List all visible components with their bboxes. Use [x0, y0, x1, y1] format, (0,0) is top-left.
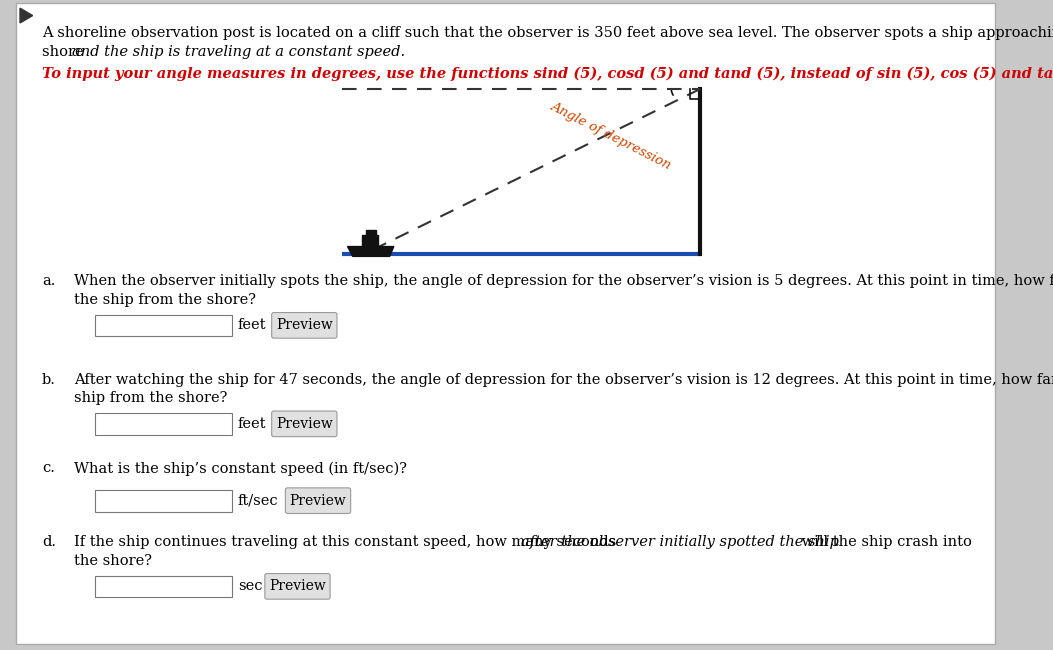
Polygon shape	[20, 8, 33, 23]
FancyBboxPatch shape	[95, 413, 232, 435]
Text: and the ship is traveling at a constant speed.: and the ship is traveling at a constant …	[72, 45, 404, 58]
FancyBboxPatch shape	[95, 575, 232, 597]
Text: Preview: Preview	[270, 579, 325, 593]
FancyBboxPatch shape	[272, 313, 337, 338]
Text: after the observer initially spotted the ship: after the observer initially spotted the…	[521, 535, 839, 549]
Text: Preview: Preview	[276, 318, 333, 332]
Text: If the ship continues traveling at this constant speed, how many seconds: If the ship continues traveling at this …	[74, 535, 620, 549]
Text: Angle of depression: Angle of depression	[549, 99, 673, 172]
Text: ship from the shore?: ship from the shore?	[74, 391, 227, 406]
Text: c.: c.	[42, 462, 55, 475]
Text: will the ship crash into: will the ship crash into	[797, 535, 972, 549]
Text: a.: a.	[42, 274, 56, 288]
FancyBboxPatch shape	[272, 411, 337, 437]
FancyBboxPatch shape	[95, 490, 232, 512]
Text: Preview: Preview	[276, 417, 333, 431]
Text: feet: feet	[238, 318, 266, 332]
Polygon shape	[366, 230, 376, 235]
Text: the shore?: the shore?	[74, 554, 152, 568]
Text: ft/sec: ft/sec	[238, 494, 279, 508]
Text: What is the ship’s constant speed (in ft/sec)?: What is the ship’s constant speed (in ft…	[74, 462, 406, 476]
Text: sec: sec	[238, 579, 262, 593]
FancyBboxPatch shape	[265, 573, 331, 599]
FancyBboxPatch shape	[95, 315, 232, 336]
FancyBboxPatch shape	[16, 3, 995, 644]
Polygon shape	[362, 235, 378, 246]
Text: feet: feet	[238, 417, 266, 431]
Text: Preview: Preview	[290, 494, 346, 508]
Text: When the observer initially spots the ship, the angle of depression for the obse: When the observer initially spots the sh…	[74, 274, 1053, 288]
FancyBboxPatch shape	[285, 488, 351, 514]
Text: shore: shore	[42, 45, 88, 58]
Text: d.: d.	[42, 535, 56, 549]
Text: A shoreline observation post is located on a cliff such that the observer is 350: A shoreline observation post is located …	[42, 26, 1053, 40]
Text: After watching the ship for 47 seconds, the angle of depression for the observer: After watching the ship for 47 seconds, …	[74, 372, 1053, 387]
Text: b.: b.	[42, 372, 56, 387]
Text: the ship from the shore?: the ship from the shore?	[74, 293, 256, 307]
Text: To input your angle measures in degrees, use the functions sind (5), cosd (5) an: To input your angle measures in degrees,…	[42, 66, 1053, 81]
Polygon shape	[347, 246, 394, 256]
